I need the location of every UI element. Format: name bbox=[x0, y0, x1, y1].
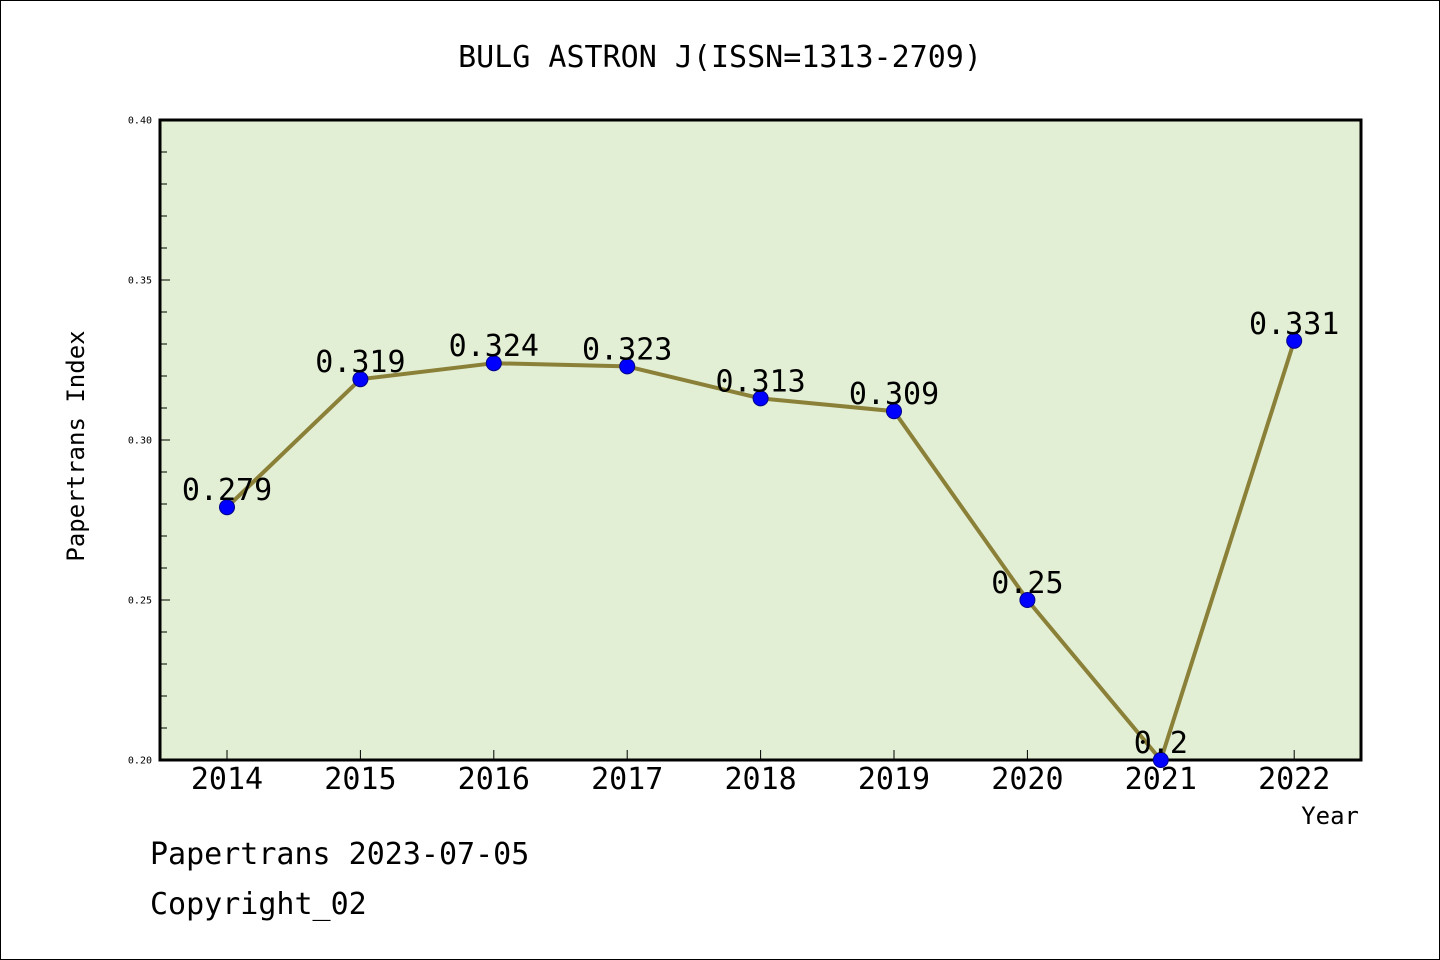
data-point bbox=[1019, 592, 1036, 608]
x-tick-label: 2014 bbox=[191, 762, 263, 797]
data-label: 0.324 bbox=[449, 329, 539, 364]
data-labels: 0.279 0.319 0.324 0.323 0.313 0.309 0.25 0.2 0.3… bbox=[182, 307, 1340, 761]
y-tick-label: 0.30 bbox=[128, 436, 152, 447]
y-tick-label: 0.35 bbox=[128, 276, 152, 287]
data-label: 0.323 bbox=[582, 332, 672, 367]
y-tick-label: 0.25 bbox=[128, 596, 152, 607]
x-tick-label: 2022 bbox=[1258, 762, 1330, 797]
data-point bbox=[886, 403, 902, 420]
data-point bbox=[752, 390, 769, 407]
plot-area bbox=[158, 118, 1363, 762]
chart-title: BULG ASTRON J(ISSN=1313-2709) bbox=[458, 40, 982, 75]
data-label: 0.279 bbox=[182, 473, 272, 508]
x-tick-label: 2017 bbox=[591, 762, 663, 797]
x-tick-label: 2015 bbox=[324, 762, 396, 797]
y-tick-label: 0.40 bbox=[128, 116, 152, 127]
x-axis-label: Year bbox=[1301, 802, 1359, 830]
x-tick-label: 2020 bbox=[991, 762, 1063, 797]
data-point bbox=[1286, 332, 1303, 349]
data-point bbox=[485, 355, 502, 372]
data-point bbox=[219, 499, 235, 516]
x-tick-label: 2019 bbox=[858, 762, 930, 797]
x-tick-label: 2018 bbox=[724, 762, 796, 797]
y-axis-label: Papertrans Index bbox=[62, 330, 90, 561]
data-point bbox=[619, 358, 636, 375]
y-tick-label: 0.20 bbox=[128, 756, 152, 767]
data-label: 0.331 bbox=[1249, 307, 1339, 342]
footer-copyright: Copyright_02 bbox=[150, 887, 367, 922]
data-label: 0.2 bbox=[1134, 726, 1188, 761]
data-label: 0.309 bbox=[849, 377, 939, 412]
y-axis-ticks: 0.20 0.25 0.30 0.35 0.40 bbox=[128, 116, 170, 767]
data-point bbox=[1152, 752, 1169, 768]
x-axis-ticks: 2014 2015 2016 2017 2018 2019 2020 2021 2022 bbox=[191, 750, 1330, 797]
data-markers bbox=[219, 332, 1303, 768]
footer-date: Papertrans 2023-07-05 bbox=[150, 837, 529, 872]
x-tick-label: 2016 bbox=[458, 762, 530, 797]
data-label: 0.313 bbox=[715, 364, 805, 399]
data-label: 0.319 bbox=[315, 345, 405, 380]
data-point bbox=[352, 371, 369, 388]
data-label: 0.25 bbox=[991, 566, 1063, 601]
